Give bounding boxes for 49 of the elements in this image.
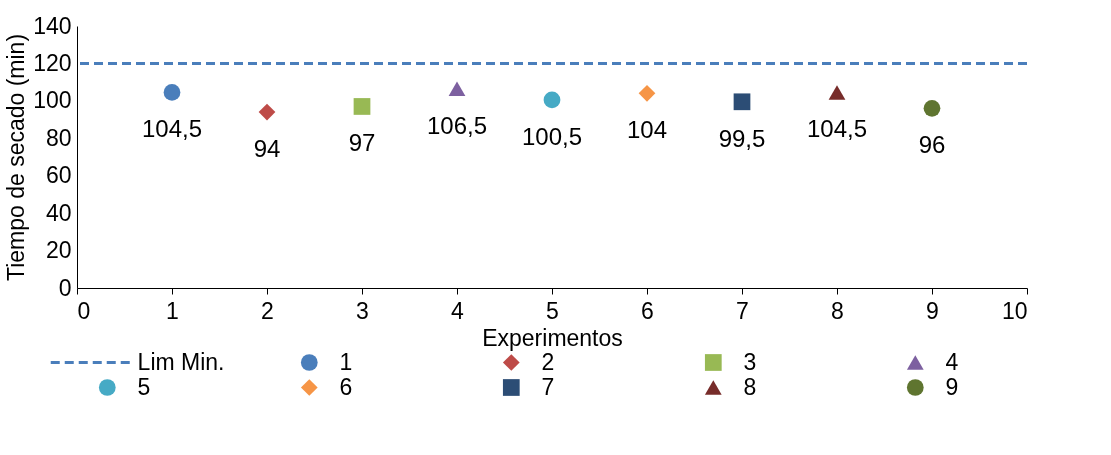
data-label: 104,5 [141,115,203,143]
legend-label: 3 [743,348,757,375]
point [828,85,846,100]
point [353,98,371,115]
legend-label: Lim Min. [137,348,225,375]
y-tick-label: 20 [45,237,72,264]
point [733,93,751,111]
x-tick-label: 1 [166,297,179,324]
y-axis-title: Tiempo de secado (min) [3,33,30,282]
data-label: 97 [348,129,376,157]
y-tick-label: 80 [45,124,72,151]
point [448,81,466,96]
x-tick-label: 2 [261,297,274,324]
x-tick-label: 0 [77,297,91,324]
x-tick-label: 5 [546,297,559,324]
legend-label: 7 [541,373,555,400]
legend-label: 8 [743,373,757,400]
point [258,103,276,121]
legend-label: 5 [137,373,151,400]
x-tick-label: 9 [926,297,939,324]
legend-label: 6 [339,373,353,400]
y-tick-label: 0 [58,274,72,301]
legend-label: 9 [945,373,959,400]
data-label: 106,5 [426,111,488,139]
x-tick-label: 7 [736,297,749,324]
y-tick-label: 40 [45,199,72,226]
y-tick-label: 120 [33,49,72,76]
point [543,91,561,109]
x-tick-label: 10 [1001,297,1028,324]
x-tick-label: 4 [451,297,465,324]
data-label: 100,5 [521,122,583,150]
point [923,99,941,117]
legend-label: 1 [339,348,353,375]
x-tick-label: 6 [641,297,654,324]
point [163,84,181,101]
data-label: 96 [918,131,946,159]
x-tick-label: 3 [356,297,369,324]
point [638,85,656,102]
legend-label: 4 [945,348,959,375]
data-label: 99,5 [718,124,766,152]
y-tick-label: 140 [33,12,72,39]
data-label: 104 [626,116,668,144]
y-tick-label: 100 [33,87,72,114]
x-tick-label: 8 [831,297,844,324]
data-label: 94 [253,135,281,163]
y-tick-label: 60 [45,162,72,189]
legend-label: 2 [541,348,555,375]
x-axis-title: Experimentos [482,324,623,351]
data-label: 104,5 [806,115,868,143]
